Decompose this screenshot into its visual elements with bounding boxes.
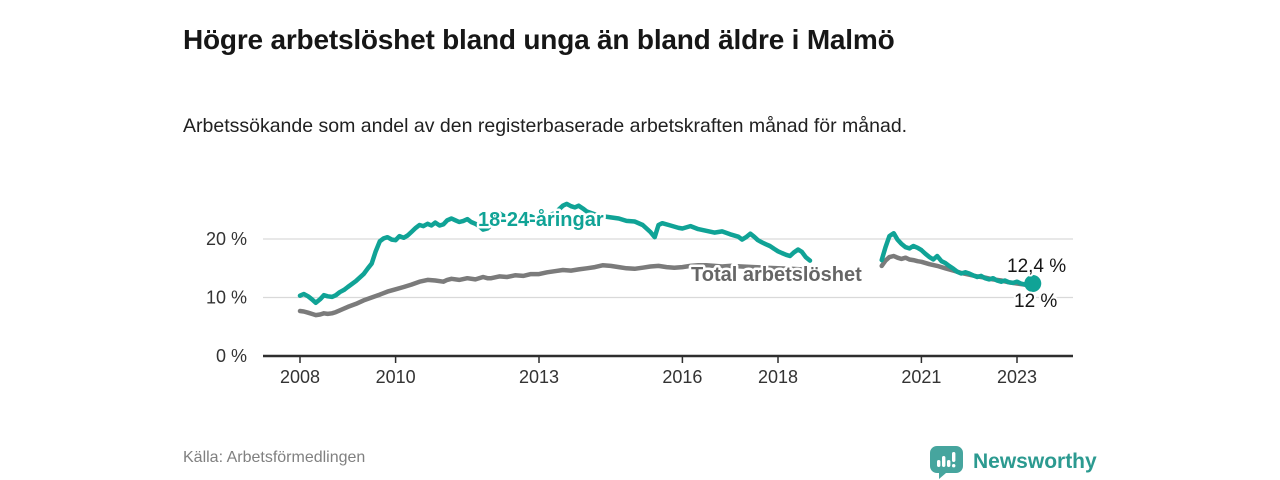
y-tick-label: 0 % xyxy=(216,346,247,366)
series-label-youth: 18-24-åringar xyxy=(478,208,604,231)
y-tick-label: 20 % xyxy=(206,229,247,249)
end-value-label-total: 12 % xyxy=(1014,291,1057,312)
page-title: Högre arbetslöshet bland unga än bland ä… xyxy=(183,23,895,55)
series-line xyxy=(297,263,817,318)
x-tick-label: 2016 xyxy=(662,367,702,387)
series-label-total: Total arbetslöshet xyxy=(691,264,862,286)
bar-chart-speech-bubble-icon xyxy=(930,446,963,479)
chart-subtitle: Arbetssökande som andel av den registerb… xyxy=(183,114,908,137)
y-tick-label: 10 % xyxy=(206,288,247,308)
end-value-label-youth: 12,4 % xyxy=(1007,256,1066,277)
newsworthy-logo-text: Newsworthy xyxy=(973,450,1097,473)
x-tick-label: 2008 xyxy=(280,367,320,387)
axis-tick-labels: 20 % 10 % 0 % 2008 2010 2013 2016 2018 2021 2023 xyxy=(206,229,1037,387)
x-tick-label: 2018 xyxy=(758,367,798,387)
newsworthy-logo: Newsworthy xyxy=(929,445,1097,479)
x-axis xyxy=(263,354,1073,363)
series-lines xyxy=(297,201,1042,318)
series-line xyxy=(297,201,813,306)
x-tick-label: 2023 xyxy=(997,367,1037,387)
x-tick-label: 2010 xyxy=(376,367,416,387)
x-tick-label: 2013 xyxy=(519,367,559,387)
series-line xyxy=(879,230,1036,287)
series-end-dot xyxy=(1024,274,1042,292)
x-tick-label: 2021 xyxy=(901,367,941,387)
source-note: Källa: Arbetsförmedlingen xyxy=(183,449,366,466)
